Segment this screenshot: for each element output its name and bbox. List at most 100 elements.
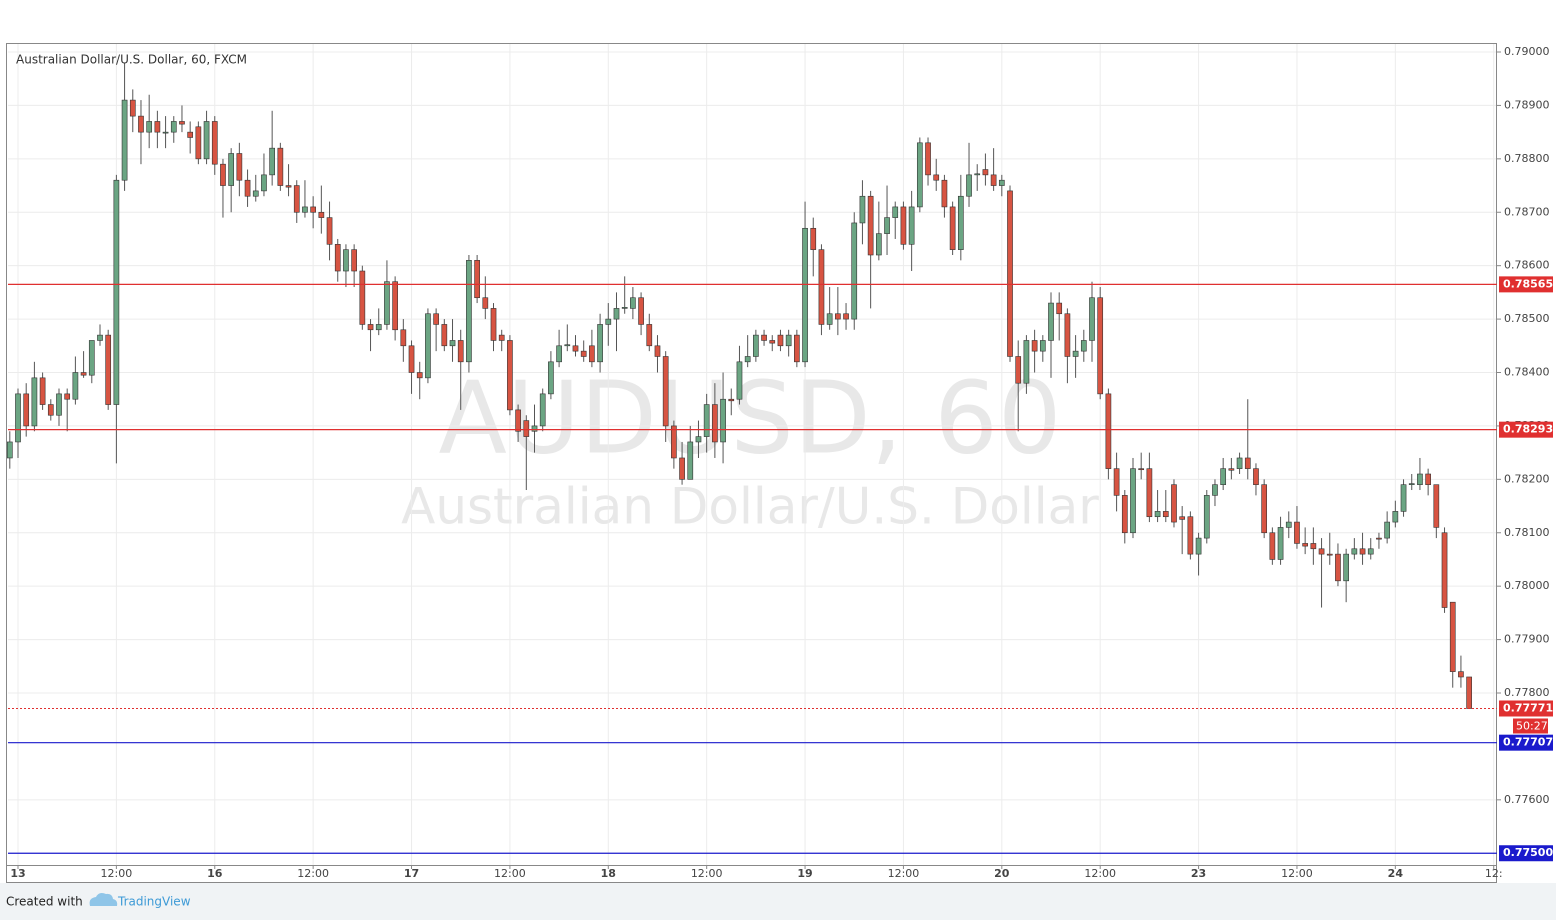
candle-body (179, 121, 185, 125)
candle-body (375, 324, 382, 331)
candle-body (1187, 516, 1194, 555)
watermark-subtitle: Australian Dollar/U.S. Dollar (401, 478, 1099, 536)
candle-body (146, 121, 153, 133)
candle-body (679, 457, 685, 480)
x-tick-label: 23 (1191, 867, 1206, 880)
candle-body (228, 153, 235, 186)
candle-body (826, 313, 833, 325)
candle-body (1039, 340, 1046, 352)
candle-body (1089, 297, 1095, 341)
level-label-box (1499, 734, 1553, 751)
candle-body (744, 356, 751, 363)
candle-body (785, 334, 792, 347)
candle-body (1179, 516, 1186, 520)
y-tick-label: 0.79000 (1504, 45, 1550, 58)
candle-body (859, 195, 866, 224)
candle-body (687, 441, 694, 480)
candle-body (630, 297, 636, 309)
candle-body (1335, 553, 1341, 582)
candle-body (1007, 190, 1013, 357)
candle-body (941, 179, 948, 208)
candle-body (720, 398, 726, 443)
candle-body (1138, 468, 1145, 471)
candle-body (39, 377, 46, 405)
candle-body (1310, 543, 1317, 550)
candle-body (351, 249, 357, 272)
candle-body (539, 393, 546, 427)
candle-body (769, 340, 776, 344)
candle-body (646, 324, 653, 347)
candle-body (990, 174, 997, 186)
candle-body (1146, 468, 1153, 518)
candle-body (925, 142, 931, 176)
candle-body (1080, 340, 1087, 352)
candle-body (843, 313, 849, 320)
candle-body (449, 340, 456, 347)
candle-body (1392, 511, 1399, 523)
candle-body (326, 217, 333, 245)
tradingview-logo (89, 893, 118, 906)
candle-body (753, 334, 759, 357)
level-label: 0.77707 (1503, 736, 1553, 749)
candle-body (1384, 521, 1390, 539)
candle-body (138, 115, 144, 133)
footer-bar (0, 883, 1556, 920)
x-tick-label: 13 (10, 867, 25, 880)
candle-body (23, 393, 30, 427)
candle-body (318, 211, 325, 218)
candle-body (1277, 527, 1284, 560)
candle-body (343, 249, 349, 272)
candle-body (1253, 468, 1259, 485)
candle-body (875, 233, 882, 256)
candle-body (1031, 340, 1038, 352)
candle-body (129, 99, 136, 117)
candle-body (523, 420, 530, 437)
candle-body (1285, 521, 1292, 528)
candle-body (900, 206, 907, 245)
y-tick-label: 0.78500 (1504, 312, 1550, 325)
candle-body (654, 345, 661, 357)
candle-body (31, 377, 38, 427)
candle-body (1441, 532, 1448, 608)
footer-brand[interactable]: TradingView (117, 895, 191, 909)
x-tick-label: 12:00 (1281, 867, 1313, 880)
candle-body (1433, 484, 1440, 528)
level-label: 0.78293 (1503, 423, 1553, 436)
level-label-box (1499, 276, 1553, 293)
candle-body (1056, 302, 1063, 315)
candle-body (261, 174, 267, 192)
candle-body (802, 227, 808, 363)
candle-body (187, 131, 194, 138)
candle-body (15, 393, 21, 443)
candle-body (1162, 511, 1169, 518)
x-tick-label: 12:00 (297, 867, 329, 880)
y-tick-label: 0.78700 (1504, 205, 1550, 218)
candle-body (416, 372, 423, 379)
candle-body (252, 190, 259, 197)
chart-title: Australian Dollar/U.S. Dollar, 60, FXCM (16, 53, 247, 67)
y-tick-label: 0.78600 (1504, 259, 1550, 272)
candle-body (957, 195, 964, 250)
candle-body (1072, 350, 1079, 357)
candle-body (277, 147, 284, 186)
x-tick-label: 12:00 (691, 867, 723, 880)
candle-body (408, 345, 415, 373)
candle-body (998, 179, 1005, 186)
candle-body (162, 131, 169, 134)
candle-body (982, 169, 989, 176)
candle-body (88, 340, 95, 376)
level-label-box (1499, 421, 1553, 438)
candle-body (310, 206, 316, 213)
candle-body (170, 121, 177, 133)
candle-body (72, 372, 79, 400)
candle-body (892, 206, 899, 218)
candle-body (203, 121, 210, 160)
candle-body (56, 393, 62, 416)
candle-body (498, 334, 505, 341)
candle-body (695, 436, 702, 443)
candle-body (1302, 543, 1308, 547)
candle-body (662, 356, 669, 427)
candle-body (367, 324, 374, 331)
candle-body (671, 425, 677, 459)
